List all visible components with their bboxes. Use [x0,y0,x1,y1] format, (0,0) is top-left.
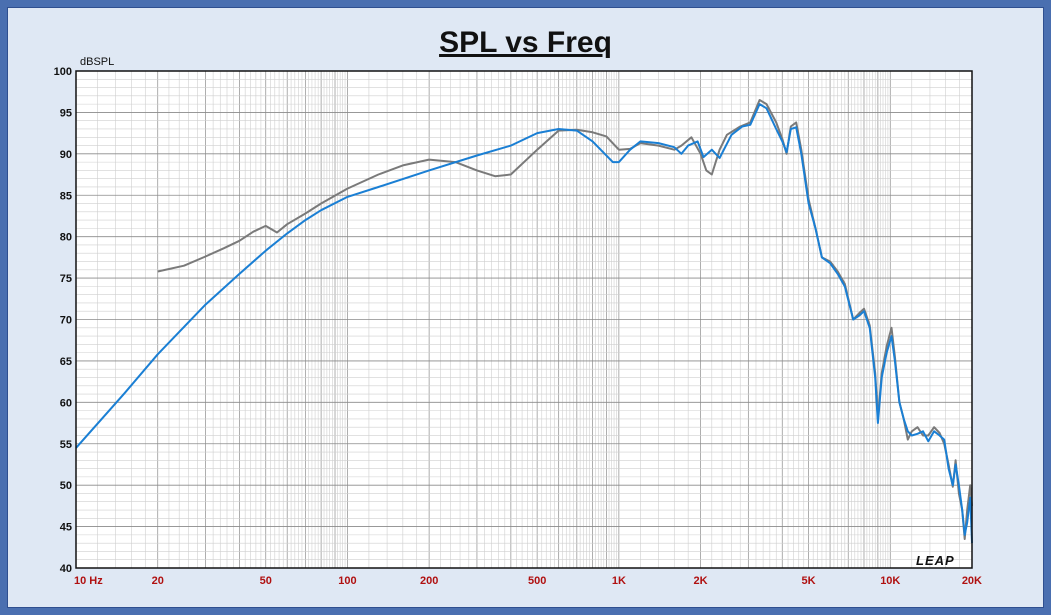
y-tick-label: 60 [60,397,72,409]
y-tick-label: 55 [60,439,72,451]
y-axis-label: dBSPL [80,56,115,68]
series-layer [75,99,973,544]
y-tick-label: 100 [54,66,72,78]
x-tick-label: 1K [612,575,626,587]
x-tick-label: 20 [152,575,164,587]
y-tick-label: 95 [60,107,72,119]
grid [76,71,972,568]
y-tick-label: 75 [60,273,72,285]
x-tick-label: 200 [420,575,438,587]
x-tick-label: 10K [880,575,900,587]
y-tick-label: 80 [60,232,72,244]
x-tick-label: 100 [338,575,356,587]
x-tick-label: 50 [260,575,272,587]
y-tick-labels: 40 45 50 55 60 65 70 75 80 85 90 95 100 [54,66,72,575]
y-tick-label: 65 [60,356,72,368]
y-tick-label: 40 [60,563,72,575]
x-tick-label: 10 Hz [74,575,103,587]
y-tick-label: 50 [60,480,72,492]
series-line-blue [75,103,973,544]
plot-border [75,70,973,569]
y-tick-label: 90 [60,149,72,161]
y-tick-label: 45 [60,522,72,534]
x-tick-label: 2K [694,575,708,587]
leap-watermark: LEAP [916,553,955,568]
x-tick-label: 500 [528,575,546,587]
x-tick-label: 20K [962,575,982,587]
y-tick-label: 85 [60,190,72,202]
x-tick-labels: 10 Hz 20 50 100 200 500 1K 2K 5K 10K 20K [74,575,982,587]
y-tick-label: 70 [60,315,72,327]
x-tick-label: 5K [802,575,816,587]
chart-title: SPL vs Freq [439,26,612,59]
